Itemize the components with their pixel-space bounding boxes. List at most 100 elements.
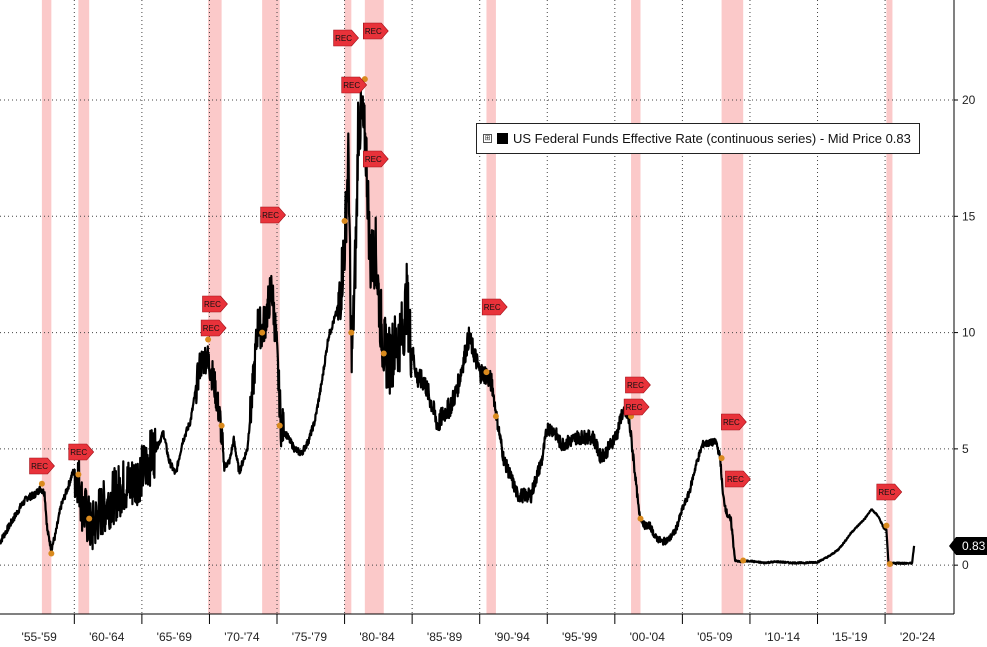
axes [0, 0, 958, 624]
rec-tag-shape [363, 150, 389, 168]
rec-tag: REC [29, 457, 55, 475]
rec-point-markers [38, 76, 893, 567]
vertical-gridlines [73, 0, 886, 614]
rec-point-marker [48, 550, 55, 557]
y-tick-label: 5 [962, 442, 969, 456]
rec-point-marker [38, 480, 45, 487]
rec-point-marker [883, 522, 890, 529]
rec-tag-shape [623, 398, 650, 416]
recession-band [886, 0, 893, 614]
legend-expand-icon[interactable]: ⊞ [483, 134, 492, 143]
rec-point-marker [380, 350, 387, 357]
rec-tag-label: REC [203, 324, 220, 333]
rec-tag: REC [333, 29, 359, 47]
recession-band [262, 0, 280, 614]
x-tick-label: '60-'64 [89, 630, 125, 644]
rec-tag-label: REC [484, 303, 501, 312]
legend-label: US Federal Funds Effective Rate (continu… [513, 131, 911, 146]
last-value-badge: 0.83 [948, 537, 987, 555]
rec-tag-label: REC [343, 81, 360, 90]
rec-tag-shape [363, 22, 389, 40]
rec-tag: REC [260, 206, 287, 224]
rec-tag: REC [341, 76, 368, 94]
rec-tag-label: REC [723, 418, 740, 427]
rec-tag: REC [363, 150, 389, 168]
rec-point-marker [348, 329, 355, 336]
x-tick-label: '95-'99 [562, 630, 598, 644]
rec-tag-shape [876, 483, 903, 501]
recession-band [41, 0, 52, 614]
x-tick-label: '70-'74 [224, 630, 260, 644]
x-tick-label: '80-'84 [359, 630, 395, 644]
recession-band [631, 0, 641, 614]
rec-tag: REC [68, 443, 95, 461]
x-tick-label: '65-'69 [157, 630, 193, 644]
rec-tag: REC [876, 483, 903, 501]
x-tick-labels: '55-'59 '60-'64 '65-'69 '70-'74 '75-'79 '80-'… [22, 630, 936, 644]
rec-tags: REC REC REC REC REC REC REC REC REC REC REC REC REC R… [29, 22, 903, 501]
y-tick-labels: 0 5 10 15 20 [962, 93, 976, 572]
rec-point-marker [492, 413, 499, 420]
rec-point-marker [205, 336, 212, 343]
rec-tag-label: REC [627, 381, 644, 390]
x-tick-label: '15-'19 [832, 630, 868, 644]
x-tick-label: '10-'14 [765, 630, 801, 644]
rec-tag-shape [200, 319, 227, 337]
rec-tag-shape [625, 376, 651, 394]
rec-tag-shape [68, 443, 95, 461]
rec-tag-shape [260, 206, 287, 224]
y-tick-label: 20 [962, 93, 976, 107]
y-tick-label: 15 [962, 209, 976, 223]
rec-point-marker [718, 455, 725, 462]
rec-tag-label: REC [31, 462, 48, 471]
rec-point-marker [637, 515, 644, 522]
rec-tag-label: REC [262, 211, 279, 220]
rec-tag-label: REC [626, 403, 643, 412]
x-tick-label: '00-'04 [630, 630, 666, 644]
rec-tag-label: REC [365, 27, 382, 36]
rec-tag-shape [29, 457, 55, 475]
legend[interactable]: ⊞ US Federal Funds Effective Rate (conti… [476, 123, 920, 154]
x-tick-label: '90-'94 [494, 630, 530, 644]
x-tick-label: '20-'24 [900, 630, 936, 644]
rec-tag-label: REC [70, 448, 87, 457]
rec-tag-label: REC [335, 34, 352, 43]
rec-tag-shape [333, 29, 359, 47]
rec-tag-shape [202, 295, 228, 313]
rec-point-marker [75, 471, 82, 478]
y-tick-label: 0 [962, 558, 969, 572]
rec-tag-label: REC [204, 300, 221, 309]
rec-tag-shape [721, 413, 747, 431]
rec-point-marker [276, 422, 283, 429]
x-tick-label: '55-'59 [22, 630, 58, 644]
series-line [0, 86, 916, 566]
x-tick-label: '85-'89 [427, 630, 463, 644]
recession-bands [41, 0, 893, 614]
rec-point-marker [259, 329, 266, 336]
series-layer [0, 86, 916, 566]
rec-tag: REC [625, 376, 651, 394]
x-tick-label: '05-'09 [697, 630, 733, 644]
rec-point-marker [483, 369, 490, 376]
recession-band [344, 0, 352, 614]
legend-swatch [497, 133, 508, 144]
rec-tag: REC [725, 470, 751, 488]
rec-point-marker [886, 560, 893, 567]
rec-tag-label: REC [727, 475, 744, 484]
rec-tag: REC [200, 319, 227, 337]
rec-point-marker [218, 422, 225, 429]
rec-tag: REC [481, 298, 508, 316]
rec-tag: REC [363, 22, 389, 40]
rec-tag-label: REC [365, 155, 382, 164]
rec-tag: REC [623, 398, 650, 416]
rec-tag: REC [202, 295, 228, 313]
horizontal-gridlines [0, 99, 954, 566]
rec-tag: REC [721, 413, 747, 431]
rec-point-marker [341, 217, 348, 224]
rec-tag-shape [481, 298, 508, 316]
y-tick-label: 10 [962, 326, 976, 340]
x-tick-label: '75-'79 [292, 630, 328, 644]
recession-band [721, 0, 744, 614]
